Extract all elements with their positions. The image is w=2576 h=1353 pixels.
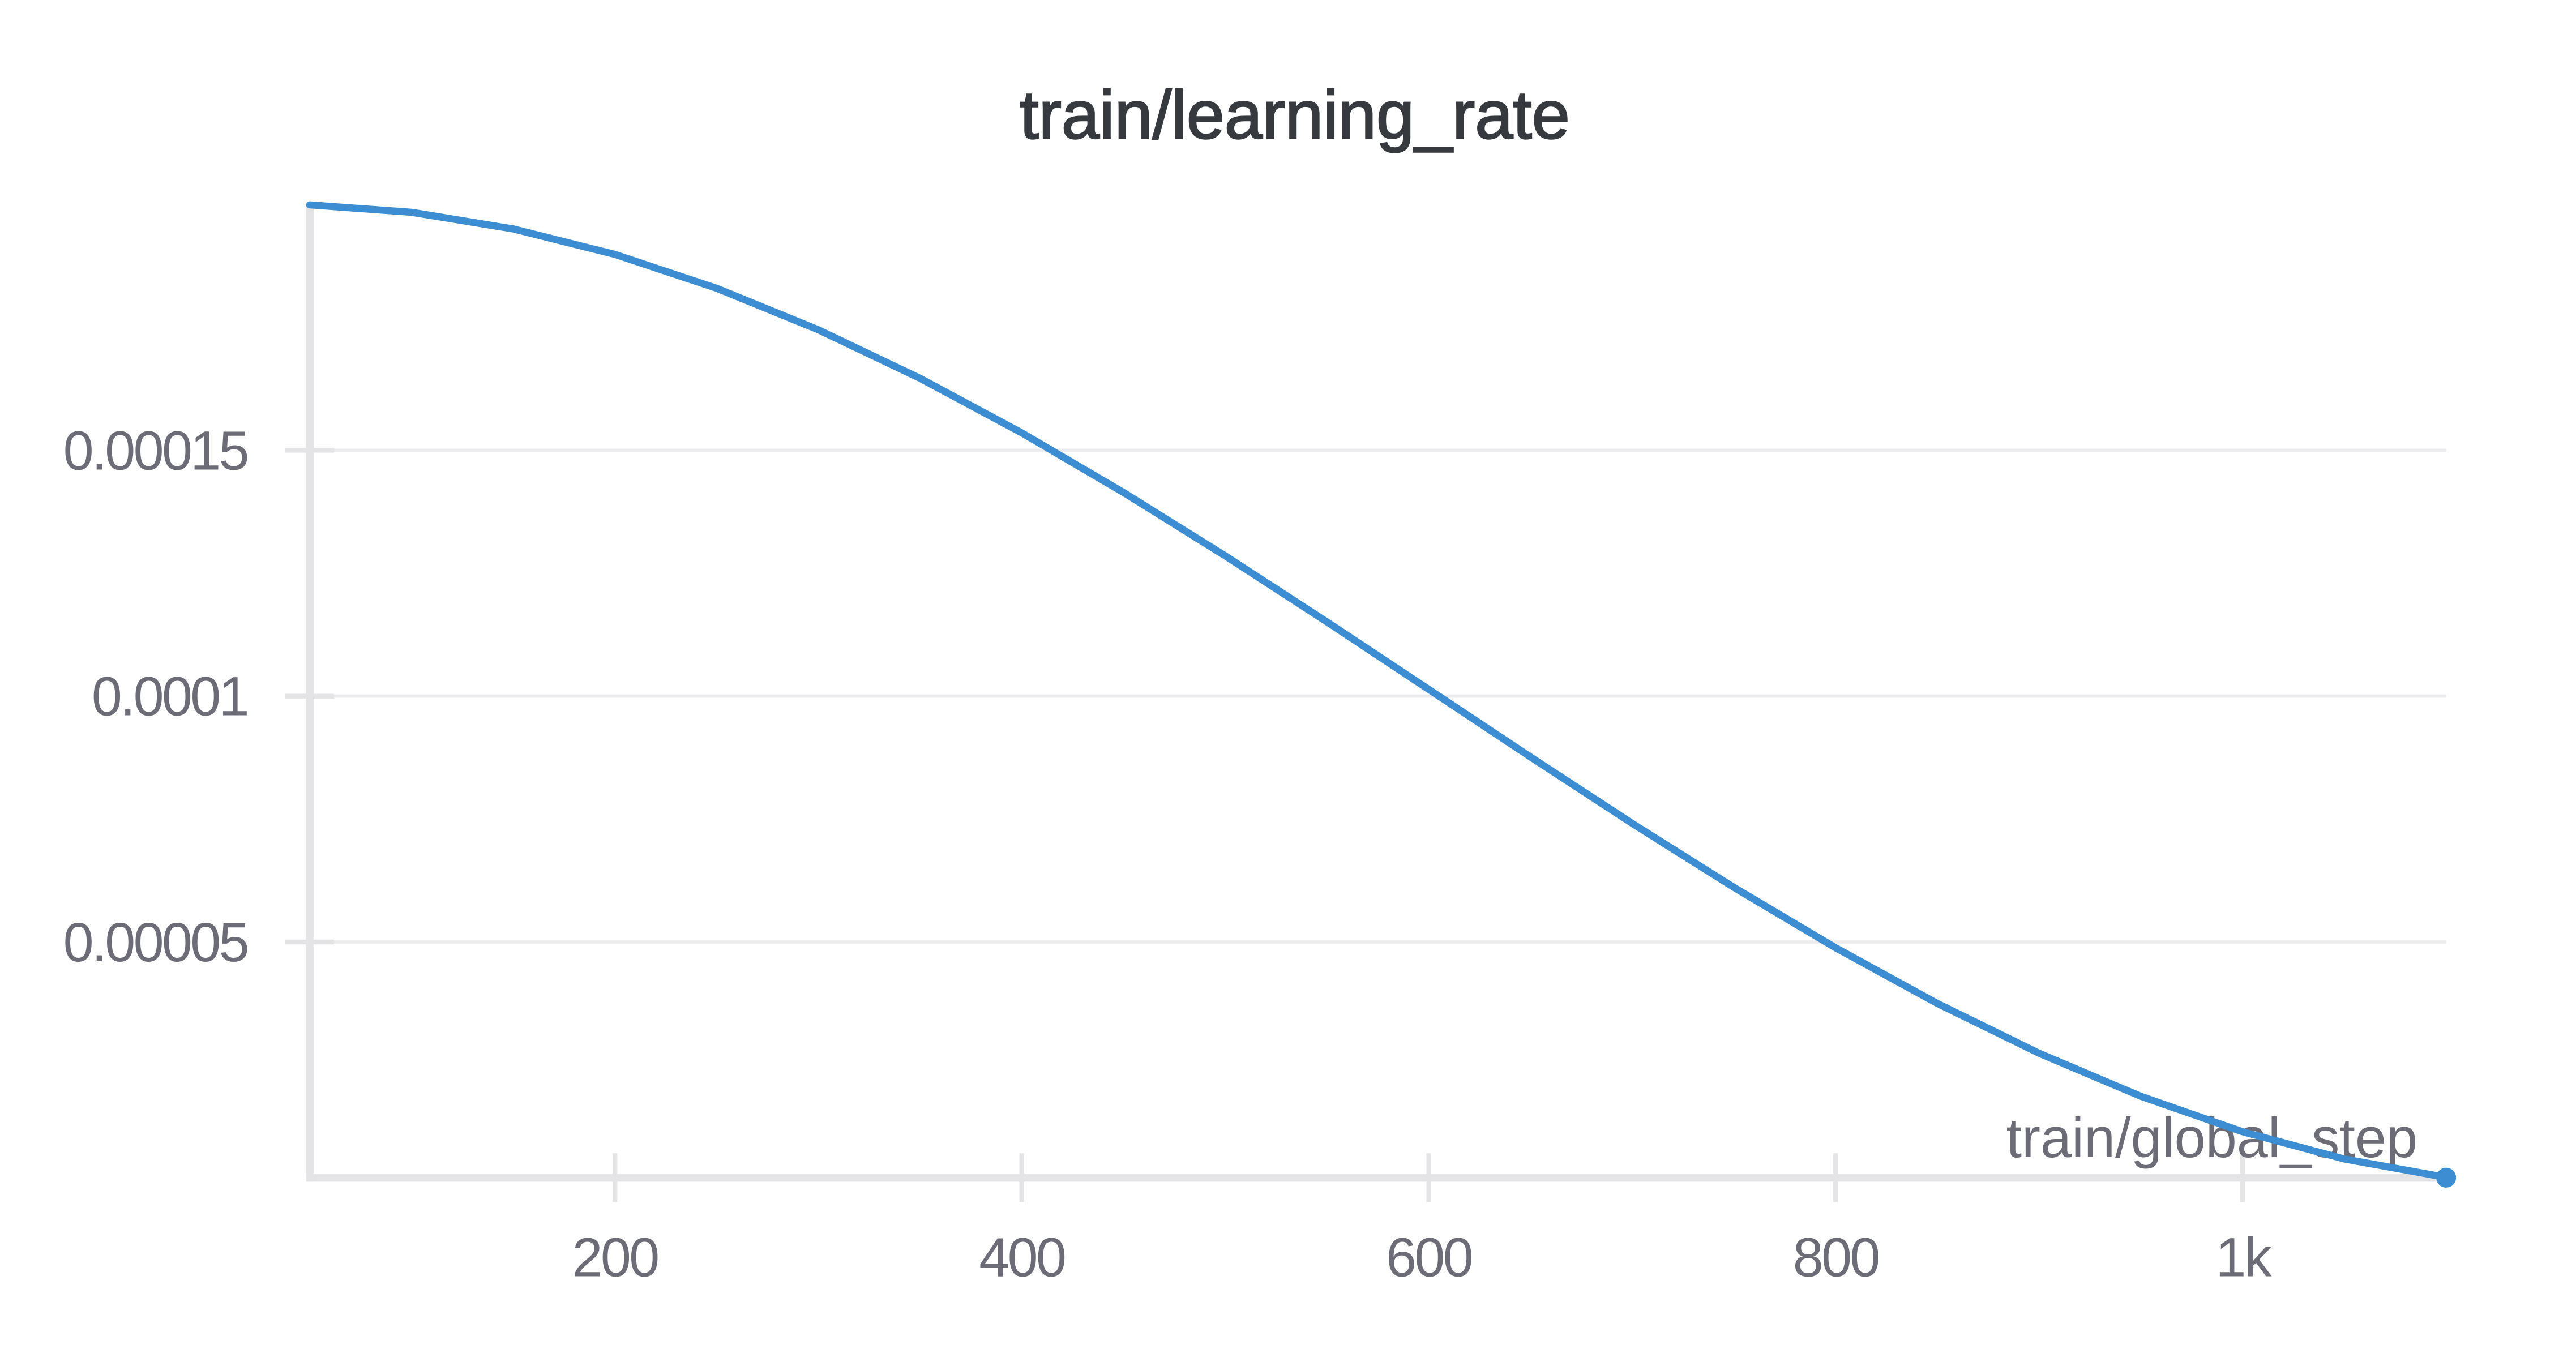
svg-text:1k: 1k xyxy=(2215,1227,2271,1288)
svg-text:600: 600 xyxy=(1386,1227,1472,1288)
svg-text:0.00005: 0.00005 xyxy=(63,911,247,973)
svg-text:800: 800 xyxy=(1793,1227,1879,1288)
svg-text:400: 400 xyxy=(979,1227,1065,1288)
svg-text:0.00015: 0.00015 xyxy=(63,419,247,481)
svg-text:200: 200 xyxy=(572,1227,658,1288)
svg-text:0.0001: 0.0001 xyxy=(92,666,247,727)
svg-text:train/learning_rate: train/learning_rate xyxy=(1020,76,1570,153)
